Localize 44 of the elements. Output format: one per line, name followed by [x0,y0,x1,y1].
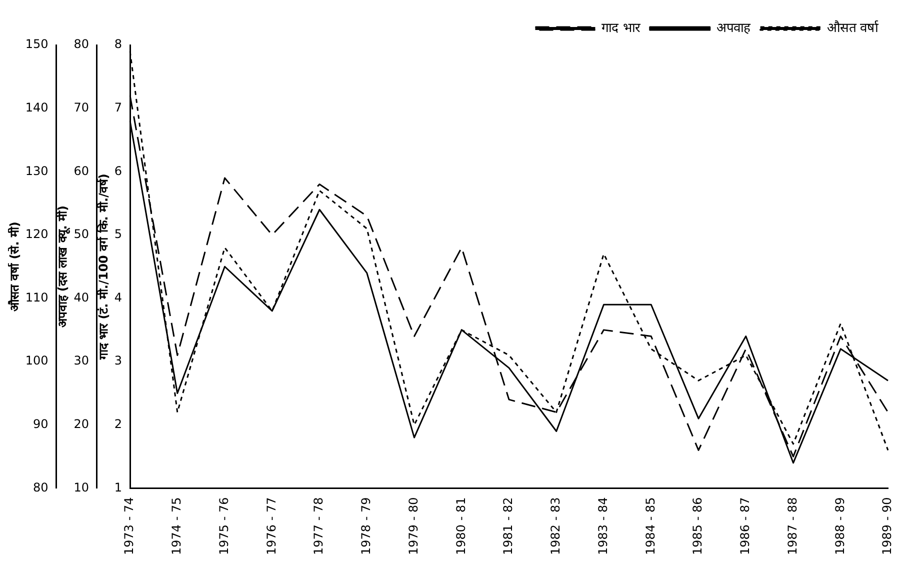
y3-tick-label: 80 [33,480,48,494]
x-tick-label: 1982 - 83 [548,497,563,556]
x-tick-label: 1973 - 74 [122,497,136,556]
y2-tick-label: 30 [74,354,89,368]
y-tick-label: 2 [114,417,122,432]
y-tick-label: 8 [114,37,122,52]
y-tick-label: 7 [114,100,122,114]
x-tick-label: 1989 - 90 [880,497,894,556]
x-tick-label: 1987 - 88 [785,497,800,556]
legend-label: औसत वर्षा [826,20,879,36]
x-tick-label: 1981 - 82 [501,497,516,556]
y3-tick-label: 90 [33,417,48,432]
x-tick-label: 1988 - 89 [832,497,847,556]
legend-label: अपवाह [716,20,752,36]
x-tick-label: 1975 - 76 [216,497,231,556]
x-tick-label: 1976 - 77 [264,497,278,556]
y-tick-label: 1 [114,480,122,494]
y-tick-label: 6 [114,164,122,178]
y3-tick-label: 140 [25,100,48,114]
y3-tick-label: 110 [25,290,48,304]
x-tick-label: 1978 - 79 [359,497,374,556]
y2-tick-label: 80 [74,37,89,52]
y2-tick-label: 60 [74,164,89,178]
x-tick-label: 1985 - 86 [690,497,705,556]
x-tick-label: 1983 - 84 [596,497,610,556]
y3-tick-label: 150 [25,37,48,52]
x-tick-label: 1974 - 75 [170,497,184,556]
legend-label: गाद भार [602,20,641,36]
y-tick-label: 4 [114,290,122,304]
y3-tick-label: 100 [25,354,48,368]
x-tick-label: 1986 - 87 [738,497,752,556]
x-tick-label: 1984 - 85 [643,497,658,556]
y2-tick-label: 70 [74,100,89,114]
x-tick-label: 1977 - 78 [312,497,326,556]
y-tick-label: 5 [114,227,122,242]
y-tick-label: 3 [114,354,122,368]
y3-tick-label: 120 [25,227,48,242]
x-tick-label: 1980 - 81 [454,497,468,556]
y2-tick-label: 40 [74,290,89,304]
y2-tick-label: 20 [74,417,89,432]
x-tick-label: 1979 - 80 [406,497,420,556]
y3-tick-label: 130 [25,164,48,178]
y2-tick-label: 50 [74,227,89,242]
y2-tick-label: 10 [74,480,89,494]
